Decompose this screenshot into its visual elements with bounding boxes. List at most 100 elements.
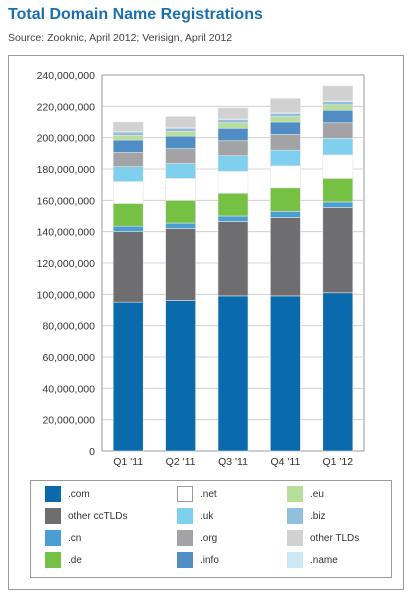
bar-segment: [112, 301, 144, 452]
chart-subtitle: Source: Zooknic, April 2012; Verisign, A…: [8, 32, 233, 44]
x-tick-label: Q3 '11: [218, 456, 248, 468]
y-tick-label: 200,000,000: [37, 133, 96, 145]
bar-segment: [270, 113, 301, 117]
legend-swatch: [45, 486, 61, 502]
y-tick-label: 20,000,000: [42, 415, 95, 427]
y-tick-label: 160,000,000: [37, 195, 96, 207]
bar-segment: [112, 135, 144, 141]
bar-segment: [270, 217, 301, 297]
bar-segment: [322, 85, 354, 102]
legend-swatch: [177, 508, 193, 524]
bar-segment: [112, 131, 144, 136]
legend-item: .net: [177, 486, 217, 502]
legend-item: .uk: [177, 508, 213, 524]
bar-segment: [165, 131, 196, 137]
bar-segment: [322, 109, 354, 124]
y-tick-label: 100,000,000: [37, 289, 96, 301]
legend-swatch: [177, 552, 193, 568]
legend-item: .cn: [45, 530, 81, 546]
y-tick-label: 120,000,000: [37, 258, 96, 270]
legend-label: .cn: [68, 532, 82, 544]
legend-label: .net: [200, 488, 217, 500]
bar-segment: [165, 148, 196, 164]
bar-segment: [112, 203, 144, 227]
bar-segment: [322, 101, 354, 106]
bar-segment: [112, 225, 144, 232]
bar-segment: [322, 122, 354, 139]
legend-item: .de: [45, 552, 82, 568]
x-tick-label: Q2 '11: [166, 456, 196, 468]
legend-swatch: [45, 530, 61, 546]
bar-segment: [165, 228, 196, 301]
bar-segment: [217, 192, 249, 217]
y-tick-label: 180,000,000: [37, 164, 96, 176]
x-tick-label: Q4 '11: [270, 456, 300, 468]
legend-item: other ccTLDs: [45, 508, 127, 524]
bar-segment: [322, 154, 354, 179]
legend-label: .org: [200, 532, 218, 544]
legend-label: .uk: [200, 510, 214, 522]
bar-segment: [270, 134, 301, 151]
y-tick-label: 60,000,000: [42, 352, 95, 364]
bar-segment: [322, 292, 354, 452]
y-tick-label: 0: [89, 446, 95, 458]
bar-segment: [270, 211, 301, 218]
bar-segment: [217, 155, 249, 172]
legend-label: .eu: [310, 488, 324, 500]
bar-segment: [322, 178, 354, 203]
chart-legend: .com other ccTLDs .cn .de .net .uk .org .info .e…: [30, 480, 392, 578]
bar-segment: [112, 121, 144, 132]
legend-swatch: [45, 552, 61, 568]
bar-segment: [165, 300, 196, 452]
bar-segment: [165, 178, 196, 201]
bar-segment: [165, 135, 196, 149]
legend-label: .de: [68, 554, 82, 566]
legend-label: other TLDs: [310, 532, 360, 544]
bar-segment: [322, 138, 354, 156]
legend-label: .com: [68, 488, 90, 500]
stacked-bar-chart: 0 20,000,000 40,000,000 60,000,000 80,000,00…: [37, 70, 365, 468]
y-tick-label: 40,000,000: [42, 383, 95, 395]
bar-segment: [165, 116, 196, 128]
bar-segment: [217, 122, 249, 129]
bar-segment: [217, 221, 249, 297]
legend-item: .com: [45, 486, 90, 502]
bar-segment: [270, 165, 301, 189]
legend-item: .eu: [287, 486, 324, 502]
bar-segment: [322, 207, 354, 294]
bar-segment: [165, 127, 196, 132]
x-tick-label: Q1 '11: [113, 456, 143, 468]
legend-label: .name: [310, 554, 338, 566]
legend-item: .org: [177, 530, 217, 546]
bar-segment: [217, 119, 249, 124]
legend-item: .name: [287, 552, 338, 568]
legend-label: other ccTLDs: [68, 510, 128, 522]
bar-segment: [165, 163, 196, 179]
legend-item: other TLDs: [287, 530, 359, 546]
bar-segment: [112, 181, 144, 204]
bar-segment: [270, 149, 301, 167]
bar-segment: [270, 116, 301, 123]
bar-segment: [217, 107, 249, 120]
bar-segment: [270, 187, 301, 212]
x-tick-label: Q1 '12: [322, 456, 353, 468]
bar-segment: [217, 215, 249, 222]
bar-segment: [112, 139, 144, 153]
bar-segment: [165, 222, 196, 229]
bar-segment: [270, 98, 301, 113]
legend-swatch: [45, 508, 61, 524]
bar-segment: [270, 121, 301, 135]
bar-segment: [112, 231, 144, 303]
bar-segment: [217, 295, 249, 452]
y-tick-label: 80,000,000: [42, 321, 95, 333]
bar-segment: [217, 127, 249, 142]
legend-swatch: [287, 508, 303, 524]
bar-segment: [217, 171, 249, 194]
legend-swatch: [177, 486, 193, 502]
chart-title: Total Domain Name Registrations: [8, 6, 263, 23]
bar-segment: [112, 152, 144, 167]
legend-label: .biz: [310, 510, 326, 522]
legend-swatch: [287, 552, 303, 568]
legend-swatch: [287, 486, 303, 502]
y-tick-label: 240,000,000: [37, 70, 96, 82]
